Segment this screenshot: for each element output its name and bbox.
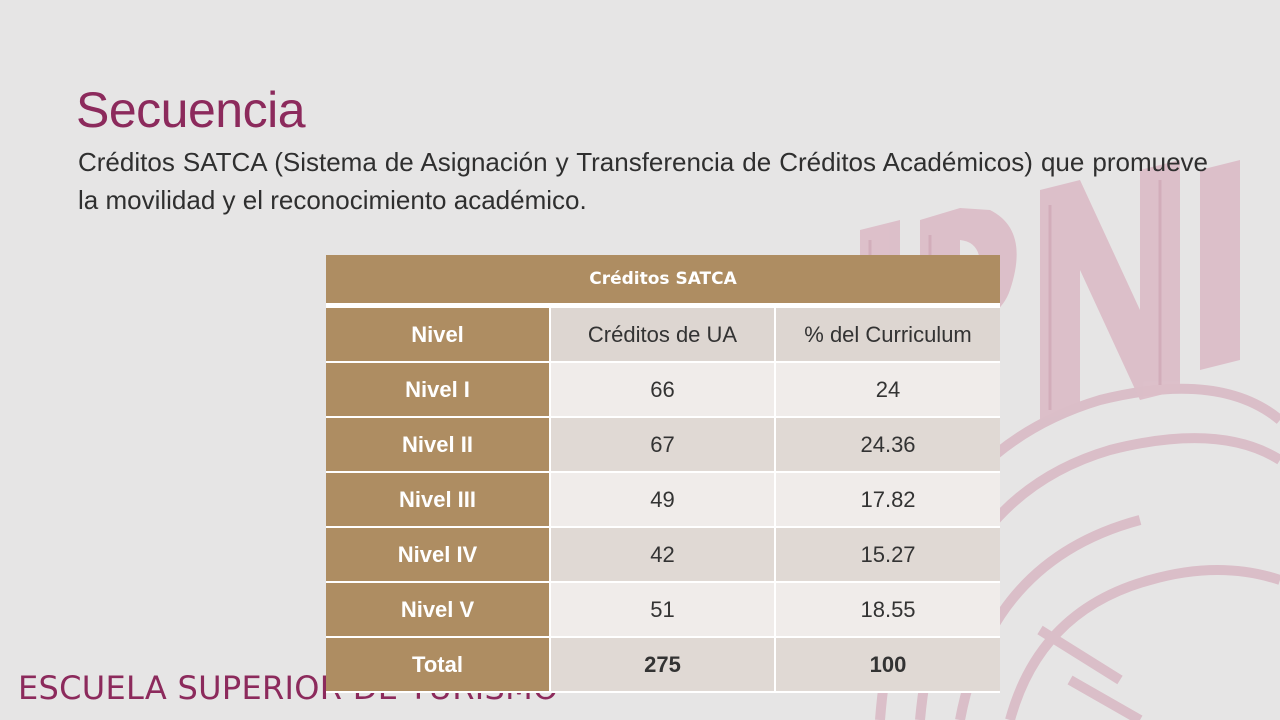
table-header-row: Nivel Créditos de UA % del Curriculum — [326, 305, 1001, 363]
creditos-cell: 51 — [550, 582, 775, 638]
creditos-cell: 42 — [550, 527, 775, 583]
porcentaje-cell: 24.36 — [773, 417, 1001, 473]
porcentaje-cell: 18.55 — [773, 582, 1001, 638]
table-row: Nivel IV 42 15.27 — [326, 527, 1001, 583]
slide-title: Secuencia — [76, 82, 306, 138]
table-row: Nivel V 51 18.55 — [326, 582, 1001, 638]
table-row: Nivel I 66 24 — [326, 362, 1001, 418]
row-label: Nivel II — [326, 417, 551, 473]
row-label: Nivel IV — [326, 527, 551, 583]
table-caption: Créditos SATCA — [326, 255, 1001, 308]
porcentaje-cell: 17.82 — [773, 472, 1001, 528]
total-porcentaje-cell: 100 — [773, 637, 1001, 693]
row-label: Nivel I — [326, 362, 551, 418]
creditos-cell: 67 — [550, 417, 775, 473]
total-label: Total — [326, 637, 551, 693]
column-header-porcentaje: % del Curriculum — [773, 305, 1001, 363]
creditos-cell: 66 — [550, 362, 775, 418]
row-label: Nivel III — [326, 472, 551, 528]
table-row: Nivel III 49 17.82 — [326, 472, 1001, 528]
table-caption-row: Créditos SATCA — [326, 255, 1001, 308]
total-creditos-cell: 275 — [550, 637, 775, 693]
table-total-row: Total 275 100 — [326, 637, 1001, 693]
porcentaje-cell: 15.27 — [773, 527, 1001, 583]
porcentaje-cell: 24 — [773, 362, 1001, 418]
table-row: Nivel II 67 24.36 — [326, 417, 1001, 473]
row-label: Nivel V — [326, 582, 551, 638]
creditos-cell: 49 — [550, 472, 775, 528]
slide-body-text: Créditos SATCA (Sistema de Asignación y … — [78, 147, 1208, 215]
column-header-nivel: Nivel — [326, 305, 551, 363]
satca-table: Créditos SATCA Nivel Créditos de UA % de… — [326, 255, 1001, 693]
column-header-creditos: Créditos de UA — [550, 305, 775, 363]
